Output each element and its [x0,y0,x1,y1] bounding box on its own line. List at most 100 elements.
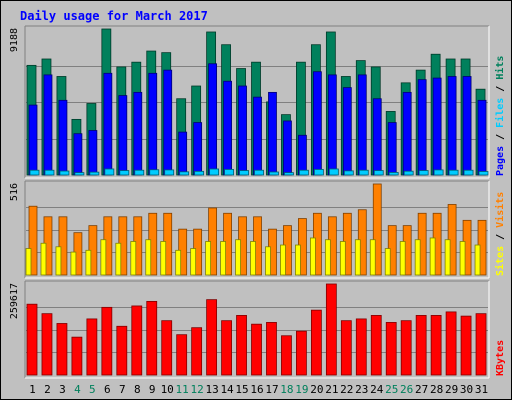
bar-kbytes-day-22 [340,320,352,376]
bar-pages-day-30 [462,76,472,176]
bar-kbytes-day-8 [131,305,143,376]
bar-files-day-1 [29,169,40,176]
bar-kbytes-day-20 [310,309,322,376]
x-tick-label-day-5: 5 [89,383,96,396]
chart-title: Daily usage for March 2017 [20,9,208,23]
bar-files-day-30 [463,169,474,176]
legend-entry-kbytes: KBytes [495,340,506,376]
legend-entry-sites: Sites [494,246,506,276]
x-tick-label-day-12: 12 [191,383,204,396]
bars [26,28,489,176]
x-tick-label-day-2: 2 [44,383,51,396]
bar-pages-day-14 [223,80,232,176]
bar-sites-day-21 [324,239,331,276]
bar-pages-day-6 [103,72,113,176]
bar-pages-day-15 [238,85,247,176]
bar-pages-day-1 [28,104,38,176]
bar-kbytes-day-23 [355,318,367,376]
bar-files-day-3 [59,170,70,176]
bar-kbytes-day-9 [146,300,158,376]
bar-files-day-9 [149,169,160,176]
x-tick-label-day-18: 18 [280,383,293,396]
legend: Pages / Files / Hits [494,56,506,176]
x-tick-label-day-6: 6 [104,383,111,396]
bar-kbytes-day-28 [430,315,442,376]
legend-entry-hits: Hits [494,56,506,80]
bar-sites-day-11 [175,249,182,276]
x-tick-label-day-7: 7 [119,383,126,396]
bar-pages-day-5 [88,130,98,176]
x-tick-label-day-16: 16 [250,383,263,396]
bar-kbytes-day-26 [400,320,412,376]
bar-files-day-20 [313,169,324,176]
x-axis-labels: 1 2 3 4 5 6 7 8 9 10 11 12 13 14 15 16 17 18 19 20 21 22 23 24 2… [29,383,488,396]
bar-pages-day-28 [432,77,442,176]
x-tick-label-day-26: 26 [400,383,413,396]
bar-pages-day-12 [193,122,203,176]
x-tick-label-day-23: 23 [355,383,368,396]
legend-separator: / [495,80,506,98]
bar-sites-day-17 [265,246,271,276]
bar-kbytes-day-27 [415,315,427,376]
bar-sites-day-9 [145,239,152,276]
bar-sites-day-23 [354,239,361,276]
legend-text: Sites / Visits [494,192,506,276]
bar-pages-day-29 [447,76,457,176]
bar-kbytes-day-30 [460,315,472,376]
bar-files-day-18 [284,172,294,176]
legend-text: KBytes [495,340,506,376]
bar-sites-day-3 [55,246,62,276]
legend-separator: / [495,128,506,146]
bar-files-day-14 [224,169,234,176]
bar-kbytes-day-31 [475,313,487,376]
bar-files-day-29 [448,169,459,176]
panel-visits_sites: 516 Sites / Visits [9,180,506,279]
bars [25,183,487,276]
bar-pages-day-4 [73,133,83,176]
x-tick-label-day-22: 22 [340,383,353,396]
bar-pages-day-9 [148,72,158,176]
chart-panels: 9188 Pages / Files / Hits 516 Sites / Visit… [9,25,506,379]
bar-sites-day-14 [220,241,226,276]
bar-pages-day-17 [268,91,277,176]
bar-sites-day-13 [205,241,212,276]
y-axis-max-label: 516 [9,183,20,201]
panel-hits_files_pages: 9188 Pages / Files / Hits [9,25,506,179]
bar-kbytes-day-4 [71,336,83,376]
x-tick-label-day-30: 30 [460,383,473,396]
bar-kbytes-day-29 [445,311,457,376]
bar-kbytes-day-12 [191,327,203,376]
bar-sites-day-19 [295,244,301,276]
bar-files-day-25 [388,172,399,176]
bar-visits-day-3 [58,216,68,276]
x-tick-label-day-1: 1 [29,383,36,396]
x-tick-label-day-14: 14 [220,383,234,396]
bar-pages-day-26 [402,91,412,176]
bar-sites-day-1 [25,248,32,276]
x-tick-label-day-15: 15 [235,383,248,396]
bar-sites-day-15 [235,239,241,276]
x-tick-label-day-27: 27 [415,383,428,396]
bar-pages-day-13 [208,63,218,176]
bar-kbytes-day-21 [325,283,337,376]
bar-pages-day-27 [417,79,427,176]
bar-files-day-16 [254,169,264,176]
bar-kbytes-day-2 [41,313,53,376]
bar-files-day-2 [44,169,55,176]
bar-files-day-13 [209,168,220,176]
bar-files-day-31 [478,171,489,176]
bar-sites-day-31 [474,244,481,276]
bar-files-day-10 [164,169,175,176]
bar-sites-day-26 [399,241,406,276]
bar-kbytes-day-24 [370,315,382,376]
bar-pages-day-3 [58,99,68,176]
bar-files-day-24 [373,170,384,176]
x-tick-label-day-31: 31 [475,383,488,396]
legend-text: Pages / Files / Hits [494,56,506,176]
bars [26,283,487,376]
bar-files-day-15 [239,170,249,176]
bar-sites-day-16 [250,241,256,276]
bar-pages-day-23 [357,74,367,176]
bar-kbytes-day-15 [236,315,247,376]
